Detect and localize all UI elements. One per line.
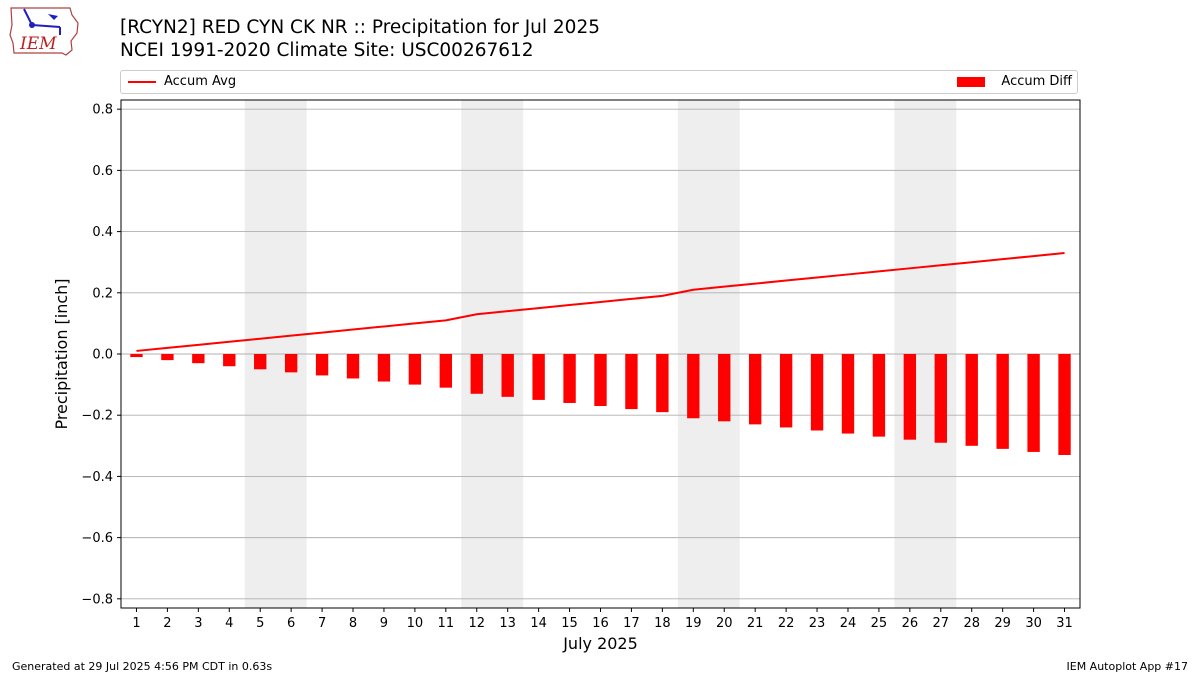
bar [903,354,917,440]
y-tick-label: 0.8 [92,103,113,118]
bar [718,354,731,422]
legend-line-label: Accum Avg [164,74,237,89]
bar [625,354,638,410]
x-axis-ticks: 1 2 3 4 5 6 7 8 9 10 11 12 13 14 15 16 17 18 19 20 21 22 23 24 2… [132,608,1073,631]
y-gridlines [121,108,1080,600]
x-tick-label: 6 [287,616,295,631]
chart-subtitle: NCEI 1991-2020 Climate Site: USC00267612 [120,40,534,61]
x-tick-label: 21 [747,616,764,631]
x-tick-label: 27 [933,616,950,631]
y-tick-label: 0.2 [92,286,113,301]
y-axis-ticks: −0.8 −0.6 −0.4 −0.2 0.0 0.2 0.4 0.6 0.8 [81,103,121,607]
bar [1027,354,1040,452]
bar [779,354,793,428]
x-tick-label: 11 [438,616,455,631]
bar [996,354,1009,449]
x-tick-label: 10 [407,616,424,631]
bar [130,354,143,358]
accum-diff-bars [130,354,1071,455]
chart-title: [RCYN2] RED CYN CK NR :: Precipitation f… [120,17,600,38]
accum-avg-line [136,252,1065,352]
accum-avg-line-group [136,252,1065,352]
bar [810,354,824,431]
bar [532,354,545,400]
x-tick-label: 29 [994,616,1011,631]
bar [501,354,514,397]
x-tick-label: 22 [778,616,795,631]
bar [408,354,422,385]
bar [470,354,483,394]
x-tick-label: 1 [132,616,140,631]
bar [687,354,700,419]
bar [223,354,236,367]
y-tick-label: −0.2 [81,409,113,424]
bar [934,354,947,443]
x-tick-label: 26 [902,616,919,631]
bar [192,354,205,364]
x-tick-label: 12 [468,616,485,631]
x-tick-label: 13 [499,616,516,631]
bar [377,354,391,382]
x-tick-label: 24 [840,616,857,631]
y-tick-label: −0.6 [81,531,113,546]
x-tick-label: 9 [380,616,388,631]
y-axis-label: Precipitation [inch] [52,278,71,429]
x-tick-label: 18 [654,616,671,631]
bar [841,354,855,434]
y-tick-label: 0.4 [92,225,113,240]
bar [1058,354,1071,455]
footer-generated: Generated at 29 Jul 2025 4:56 PM CDT in … [12,660,273,673]
x-tick-label: 14 [530,616,547,631]
bar [439,354,453,388]
bar [965,354,978,446]
x-tick-label: 23 [809,616,826,631]
footer-app: IEM Autoplot App #17 [1066,660,1189,673]
bar [872,354,886,437]
x-tick-label: 25 [871,616,888,631]
bar [161,354,174,361]
x-tick-label: 2 [163,616,171,631]
bar [563,354,576,403]
x-tick-label: 19 [685,616,702,631]
bar [656,354,669,413]
bar [748,354,762,425]
y-tick-label: −0.4 [81,470,113,485]
iem-logo: IEM [9,7,79,56]
x-tick-label: 17 [623,616,640,631]
y-tick-label: 0.6 [92,164,113,179]
x-tick-label: 5 [256,616,264,631]
legend: Accum Avg Accum Diff [120,70,1078,94]
logo-text: IEM [19,34,57,54]
bar [284,354,298,373]
x-tick-label: 16 [592,616,609,631]
x-tick-label: 3 [194,616,202,631]
bar [594,354,607,407]
x-tick-label: 4 [225,616,233,631]
x-tick-label: 30 [1025,616,1042,631]
x-tick-label: 8 [349,616,357,631]
x-tick-label: 28 [963,616,980,631]
x-tick-label: 7 [318,616,326,631]
y-tick-label: 0.0 [92,348,113,363]
legend-bar-swatch [957,77,985,87]
legend-line-swatch [128,81,156,83]
bar [254,354,267,370]
x-tick-label: 20 [716,616,733,631]
y-tick-label: −0.8 [81,592,113,607]
bar [346,354,360,379]
bar [315,354,329,376]
x-axis-label: July 2025 [562,634,638,653]
legend-bar-label: Accum Diff [1001,74,1072,89]
x-tick-label: 15 [561,616,578,631]
x-tick-label: 31 [1056,616,1073,631]
